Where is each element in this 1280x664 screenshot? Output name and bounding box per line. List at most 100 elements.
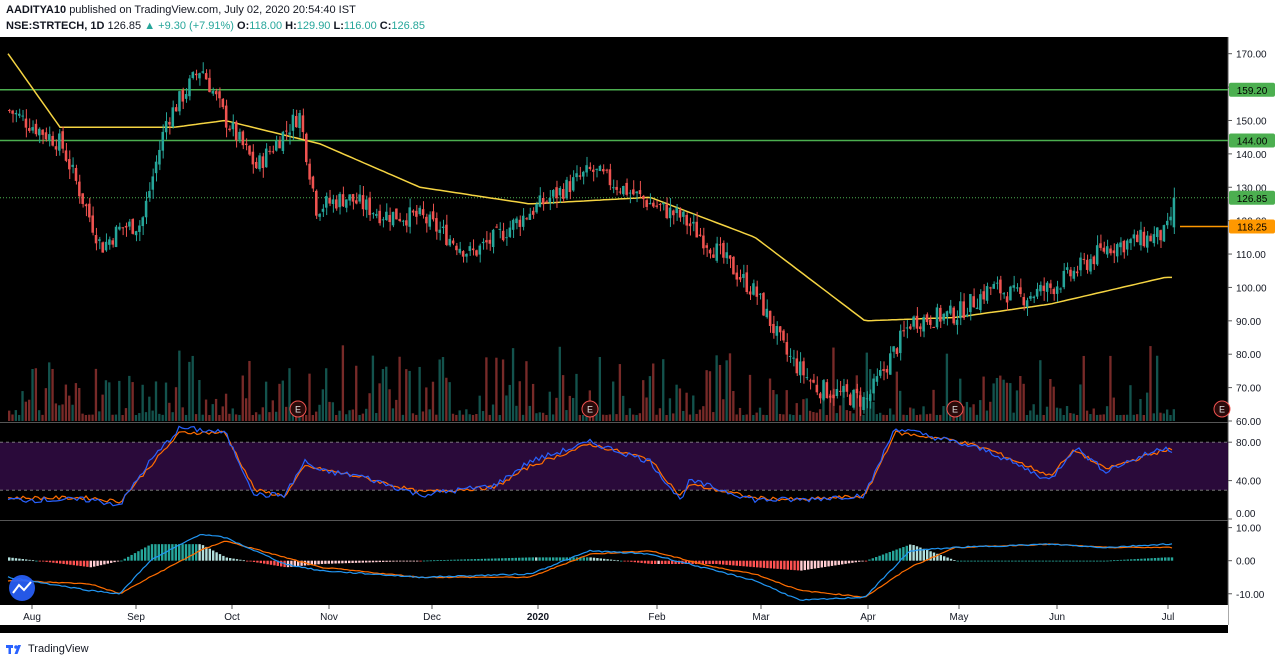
- candle-body: [301, 115, 305, 133]
- volume-bar: [355, 365, 358, 421]
- tradingview-logo-icon: [6, 645, 21, 654]
- macd-histogram-bar: [416, 560, 419, 562]
- volume-bar: [151, 410, 154, 421]
- candle-body: [755, 286, 759, 297]
- candle-body: [48, 134, 51, 140]
- candle-body: [622, 185, 625, 195]
- volume-bar: [531, 383, 535, 421]
- candle-body: [702, 235, 705, 249]
- open-value: 118.00: [249, 20, 283, 32]
- candle-body: [1122, 240, 1126, 253]
- candle-body: [652, 202, 655, 207]
- macd-histogram-bar: [480, 558, 483, 561]
- candle-body: [335, 199, 338, 209]
- macd-histogram-bar: [881, 554, 885, 561]
- candle-body: [345, 199, 348, 208]
- price-tick-label: 110.00: [1236, 250, 1266, 261]
- candle-body: [815, 384, 819, 393]
- volume-bar: [618, 364, 622, 421]
- macd-histogram-bar: [484, 558, 487, 561]
- macd-histogram-bar: [745, 560, 749, 567]
- candle-body: [208, 77, 211, 93]
- macd-tick-label: 10.00: [1236, 524, 1261, 535]
- macd-histogram-bar: [742, 560, 745, 567]
- volume-bar: [148, 396, 151, 421]
- candle-body: [298, 113, 301, 129]
- macd-histogram-bar: [198, 544, 201, 561]
- candle-body: [211, 91, 215, 94]
- volume-bar: [555, 397, 558, 421]
- candle-body: [899, 330, 902, 354]
- macd-histogram-bar: [1157, 557, 1160, 561]
- candle-body: [1129, 239, 1132, 244]
- macd-histogram-bar: [86, 560, 89, 567]
- volume-bar: [802, 399, 805, 421]
- open-label: O:: [237, 20, 250, 32]
- candle-body: [375, 214, 378, 216]
- macd-histogram-bar: [341, 560, 344, 564]
- candle-body: [555, 187, 558, 199]
- macd-histogram-bar: [582, 557, 585, 561]
- price-tick-label: 130.00: [1236, 183, 1267, 194]
- macd-histogram-bar: [528, 557, 531, 561]
- candle-body: [365, 199, 368, 210]
- volume-bar: [378, 383, 381, 421]
- macd-histogram-bar: [35, 560, 38, 562]
- volume-bar: [1012, 412, 1015, 421]
- candle-body: [491, 229, 495, 248]
- volume-bar: [94, 368, 98, 421]
- volume-bar: [14, 410, 18, 421]
- macd-histogram-bar: [1133, 559, 1136, 561]
- candle-body: [905, 327, 909, 329]
- volume-bar: [1072, 413, 1075, 421]
- macd-histogram-bar: [783, 560, 786, 570]
- trading-chart[interactable]: 170.00160.00150.00140.00130.00120.00110.…: [0, 37, 1280, 633]
- publish-info: AADITYA10 published on TradingView.com, …: [6, 4, 356, 16]
- candle-body: [835, 389, 839, 397]
- volume-bar: [138, 413, 141, 421]
- volume-bar: [254, 412, 258, 421]
- candle-body: [712, 254, 715, 258]
- candle-body: [308, 163, 311, 180]
- volume-bar: [935, 414, 939, 421]
- macd-histogram-bar: [378, 560, 381, 563]
- candle-body: [258, 155, 261, 170]
- level-tag-label: 144.00: [1237, 137, 1268, 148]
- macd-histogram-bar: [684, 560, 687, 564]
- macd-histogram-bar: [45, 560, 48, 562]
- candle-body: [828, 395, 832, 398]
- macd-histogram-bar: [701, 560, 704, 564]
- macd-histogram-bar: [779, 560, 783, 570]
- volume-bar: [571, 397, 575, 421]
- candle-body: [678, 209, 682, 218]
- volume-bar: [88, 414, 91, 421]
- price-tick-label: 70.00: [1236, 384, 1261, 395]
- volume-bar: [351, 409, 355, 421]
- candle-body: [218, 91, 221, 99]
- volume-bar: [218, 414, 221, 421]
- macd-histogram-bar: [773, 560, 776, 569]
- candle-body: [121, 227, 124, 229]
- time-tick-label: Mar: [752, 612, 770, 623]
- candle-body: [378, 210, 381, 224]
- macd-histogram-bar: [1011, 560, 1014, 562]
- volume-bar: [228, 413, 231, 421]
- candle-body: [935, 307, 939, 328]
- volume-bar: [1102, 414, 1105, 421]
- macd-histogram-bar: [674, 560, 677, 564]
- macd-histogram-bar: [790, 560, 793, 570]
- volume-bar: [358, 414, 361, 421]
- volume-bar: [942, 406, 945, 421]
- candle-body: [642, 195, 645, 200]
- candle-body: [748, 291, 752, 295]
- macd-histogram-bar: [864, 560, 868, 562]
- candle-body: [1012, 285, 1016, 288]
- macd-histogram-bar: [555, 557, 558, 561]
- volume-bar: [595, 413, 598, 421]
- macd-histogram-bar: [147, 545, 150, 561]
- candle-body: [1055, 286, 1059, 294]
- macd-histogram-bar: [361, 560, 364, 563]
- volume-bar: [668, 398, 672, 421]
- candle-body: [648, 202, 652, 205]
- macd-histogram-bar: [776, 560, 779, 569]
